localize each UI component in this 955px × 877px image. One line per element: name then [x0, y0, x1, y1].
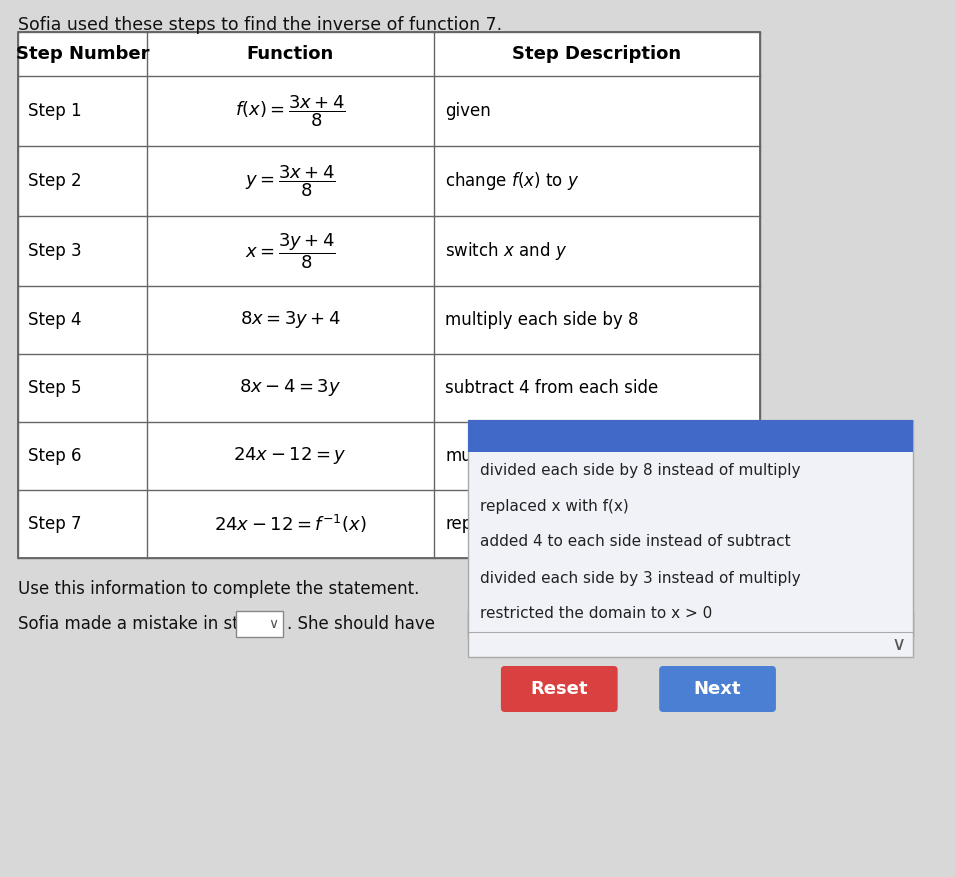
Text: switch $x$ and $y$: switch $x$ and $y$: [445, 240, 567, 262]
Text: Next: Next: [693, 680, 741, 698]
Text: Step 7: Step 7: [28, 515, 81, 533]
Text: Reset: Reset: [531, 680, 588, 698]
Text: Step 4: Step 4: [28, 311, 81, 329]
Text: ∨: ∨: [268, 617, 279, 631]
Text: divided each side by 3 instead of multiply: divided each side by 3 instead of multip…: [480, 571, 800, 586]
Text: change $f(x)$ to $y$: change $f(x)$ to $y$: [445, 170, 580, 192]
Text: added 4 to each side instead of subtract: added 4 to each side instead of subtract: [480, 534, 791, 550]
Text: . She should have: . She should have: [287, 615, 435, 633]
Text: Step 3: Step 3: [28, 242, 81, 260]
Text: Step 2: Step 2: [28, 172, 81, 190]
Text: Step Description: Step Description: [512, 45, 682, 63]
FancyBboxPatch shape: [236, 611, 284, 637]
Text: given: given: [445, 102, 491, 120]
Text: $y = \dfrac{3x+4}{8}$: $y = \dfrac{3x+4}{8}$: [244, 163, 335, 199]
Text: $f(x) = \dfrac{3x+4}{8}$: $f(x) = \dfrac{3x+4}{8}$: [235, 93, 346, 129]
Text: replaced x with f(x): replaced x with f(x): [480, 498, 628, 514]
Text: restricted the domain to x > 0: restricted the domain to x > 0: [480, 607, 712, 622]
Text: $24x - 12 = y$: $24x - 12 = y$: [233, 446, 347, 467]
FancyBboxPatch shape: [659, 666, 775, 712]
Text: Sofia made a mistake in step: Sofia made a mistake in step: [18, 615, 260, 633]
Text: Step 6: Step 6: [28, 447, 81, 465]
FancyBboxPatch shape: [468, 611, 913, 637]
Text: ∨: ∨: [891, 636, 905, 654]
Text: Sofia used these steps to find the inverse of function 7.: Sofia used these steps to find the inver…: [18, 16, 502, 34]
Text: Step 5: Step 5: [28, 379, 81, 397]
FancyBboxPatch shape: [468, 420, 913, 657]
FancyBboxPatch shape: [500, 666, 618, 712]
Text: $x = \dfrac{3y+4}{8}$: $x = \dfrac{3y+4}{8}$: [244, 232, 335, 271]
Text: multiply each side by 8: multiply each side by 8: [445, 311, 639, 329]
Text: $8x - 4 = 3y$: $8x - 4 = 3y$: [239, 377, 341, 398]
FancyBboxPatch shape: [18, 32, 760, 558]
Text: Step Number: Step Number: [15, 45, 149, 63]
Text: rep: rep: [445, 515, 473, 533]
Text: Function: Function: [246, 45, 334, 63]
Text: $8x = 3y + 4$: $8x = 3y + 4$: [240, 310, 341, 331]
Text: Step 1: Step 1: [28, 102, 81, 120]
Text: ∨: ∨: [893, 615, 904, 633]
FancyBboxPatch shape: [468, 420, 913, 452]
Text: divided each side by 8 instead of multiply: divided each side by 8 instead of multip…: [480, 462, 800, 477]
Text: subtract 4 from each side: subtract 4 from each side: [445, 379, 659, 397]
Text: Use this information to complete the statement.: Use this information to complete the sta…: [18, 580, 419, 598]
Text: $24x - 12 = f^{-1}(x)$: $24x - 12 = f^{-1}(x)$: [214, 513, 367, 535]
Text: mu: mu: [445, 447, 472, 465]
